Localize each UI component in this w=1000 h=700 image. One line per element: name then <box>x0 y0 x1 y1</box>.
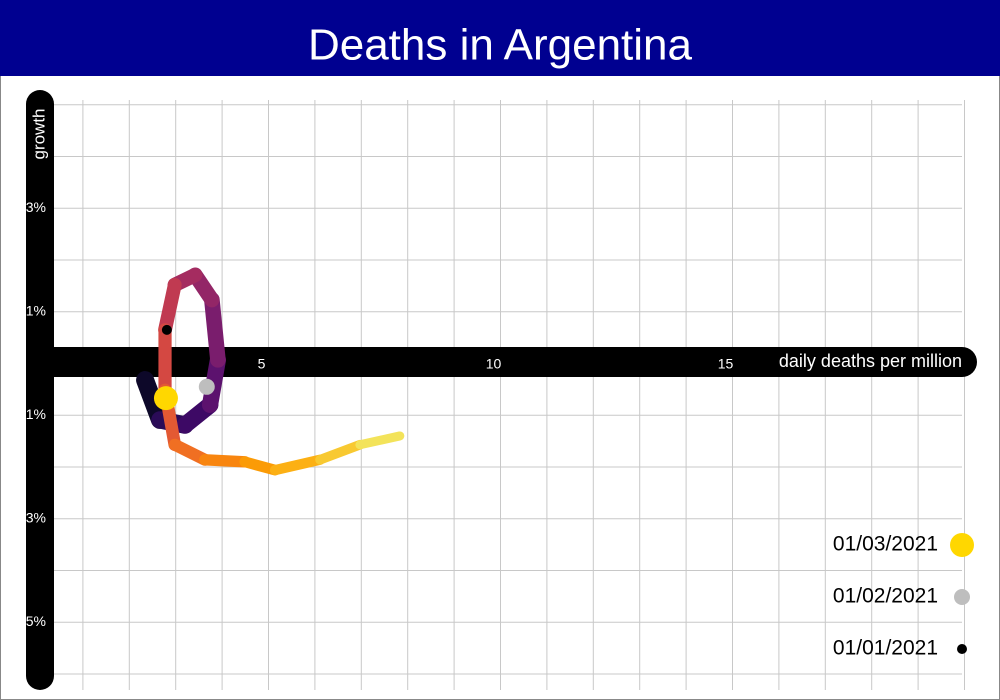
trajectory-segment <box>204 292 226 368</box>
date-marker <box>161 324 172 335</box>
x-tick-label: 5 <box>258 356 266 372</box>
trajectory-segment <box>269 454 326 476</box>
legend-swatch <box>957 644 967 654</box>
date-marker <box>153 386 178 411</box>
y-axis-label: growth <box>29 108 48 159</box>
legend-label: 01/02/2021 <box>833 585 938 608</box>
grid <box>40 100 965 690</box>
title-bar <box>0 0 1000 76</box>
chart-title: Deaths in Argentina <box>308 21 693 70</box>
x-axis-label: daily deaths per million <box>779 351 962 371</box>
trajectory-segment <box>158 277 182 337</box>
trajectory-segment <box>315 439 365 465</box>
y-tick-label: -3% <box>21 509 46 525</box>
axes: daily deaths per million growth -5% -3% -1… <box>21 90 977 690</box>
y-tick-label: 3% <box>26 199 46 215</box>
trajectory-segment <box>355 431 405 450</box>
y-tick-label: 1% <box>26 302 46 318</box>
y-tick-label: -5% <box>21 613 46 629</box>
legend-label: 01/03/2021 <box>833 533 938 556</box>
legend-label: 01/01/2021 <box>833 637 938 660</box>
plot: 01/03/2021 01/02/2021 01/01/2021 <box>136 267 974 660</box>
x-tick-label: 10 <box>486 356 502 372</box>
y-tick-label: -1% <box>21 406 46 422</box>
legend-swatch <box>954 589 970 605</box>
trajectory-segment <box>239 456 281 476</box>
trajectory-segment <box>199 454 251 468</box>
date-marker <box>198 378 215 395</box>
legend-swatch <box>950 533 974 557</box>
x-tick-label: 15 <box>718 356 734 372</box>
